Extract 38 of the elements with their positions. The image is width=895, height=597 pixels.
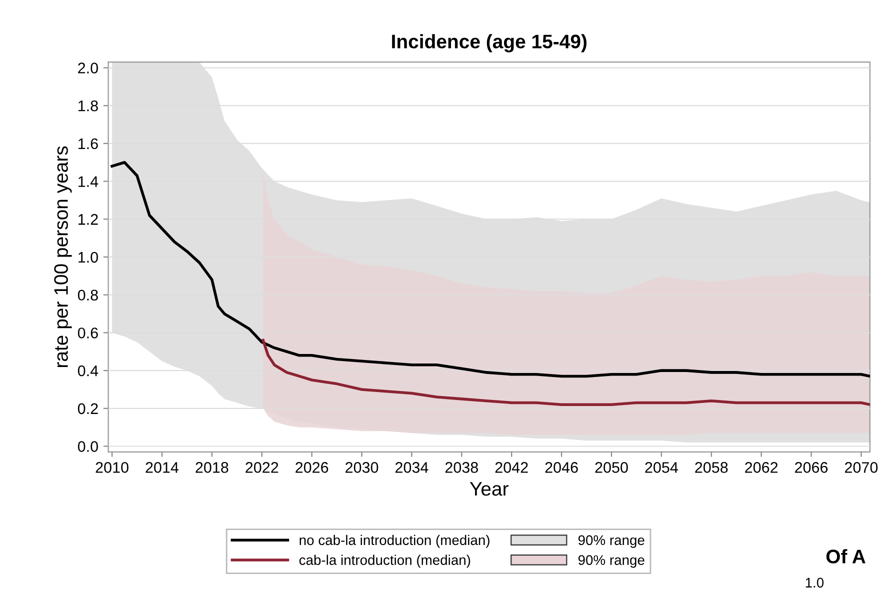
line-series bbox=[110, 160, 870, 378]
text: 90% range bbox=[578, 535, 644, 548]
y-tick-label: 0.4 bbox=[78, 365, 98, 376]
line-series bbox=[262, 338, 870, 406]
x-tick-label: 2042 bbox=[495, 462, 528, 473]
legend-label: cab-la introduction (median) bbox=[299, 554, 470, 568]
y-tick-label: 0.0 bbox=[78, 441, 98, 452]
x-tick-label: 2034 bbox=[395, 462, 428, 473]
x-tick-label: 2018 bbox=[196, 462, 228, 473]
x-tick-label: 2026 bbox=[296, 462, 328, 473]
y-tick-label: 1.6 bbox=[78, 138, 98, 150]
x-tick-label: 2046 bbox=[545, 462, 578, 473]
x-axis-title: Year bbox=[470, 482, 508, 496]
y-tick-label: 1.8 bbox=[78, 100, 98, 112]
y-tick-label: 1.0 bbox=[78, 252, 98, 263]
y-tick-label: 0.2 bbox=[78, 403, 98, 414]
x-tick-label: 2014 bbox=[146, 462, 179, 473]
x-tick-label: 2022 bbox=[246, 462, 278, 473]
y-tick-label: 0.8 bbox=[78, 290, 98, 301]
y-axis-title: rate per 100 person years bbox=[54, 146, 72, 368]
x-tick-label: 2058 bbox=[695, 462, 728, 473]
y-tick-label: 1.2 bbox=[78, 214, 98, 225]
x-tick-label: 2070 bbox=[844, 462, 878, 473]
x-tick-label: 2054 bbox=[645, 462, 678, 473]
x-tick-label: 2030 bbox=[346, 462, 378, 473]
x-tick-label: 2050 bbox=[595, 462, 628, 473]
legend-label: no cab-la introduction (median) bbox=[300, 534, 490, 548]
text: 1.0 bbox=[806, 578, 824, 588]
x-tick-label: 2066 bbox=[795, 462, 828, 473]
text: 90% range bbox=[578, 555, 644, 568]
y-tick-label: 2.0 bbox=[78, 62, 98, 74]
x-tick-label: 2010 bbox=[96, 462, 128, 473]
x-tick-label: 2062 bbox=[745, 462, 778, 473]
text: Of A bbox=[826, 549, 866, 564]
y-tick-label: 0.6 bbox=[78, 328, 98, 338]
x-tick-label: 2038 bbox=[445, 462, 478, 473]
chart-title: Incidence (age 15-49) bbox=[392, 34, 587, 52]
y-tick-label: 1.4 bbox=[78, 176, 98, 187]
